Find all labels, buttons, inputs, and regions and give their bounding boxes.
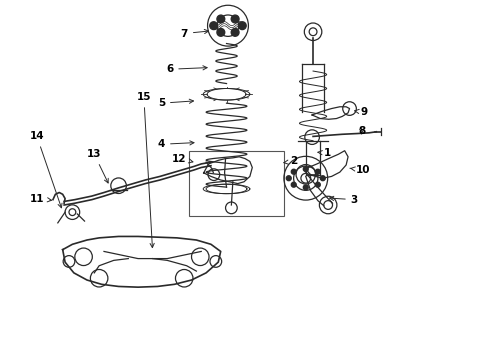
Circle shape [217, 28, 225, 36]
Text: 4: 4 [158, 139, 194, 149]
Circle shape [210, 22, 218, 30]
Circle shape [292, 182, 296, 187]
Text: 5: 5 [158, 98, 194, 108]
Circle shape [292, 169, 296, 174]
Circle shape [231, 15, 239, 23]
Text: 8: 8 [358, 126, 366, 136]
Text: 7: 7 [180, 28, 209, 39]
Text: 13: 13 [87, 149, 108, 183]
Circle shape [231, 28, 239, 36]
Text: 3: 3 [330, 195, 358, 204]
Text: 1: 1 [318, 148, 331, 158]
Circle shape [286, 176, 291, 181]
Circle shape [217, 15, 225, 23]
Text: 15: 15 [137, 92, 154, 248]
Circle shape [303, 167, 308, 171]
Text: 10: 10 [350, 165, 370, 175]
Circle shape [316, 169, 320, 174]
Text: 2: 2 [284, 157, 297, 166]
Circle shape [303, 185, 308, 190]
Circle shape [316, 182, 320, 187]
Circle shape [239, 22, 246, 30]
Text: 12: 12 [172, 154, 193, 163]
Text: 11: 11 [30, 194, 51, 203]
Circle shape [320, 176, 325, 181]
Text: 6: 6 [166, 64, 207, 74]
Text: 9: 9 [355, 107, 368, 117]
Text: 14: 14 [29, 131, 62, 208]
Bar [189, 152, 284, 216]
